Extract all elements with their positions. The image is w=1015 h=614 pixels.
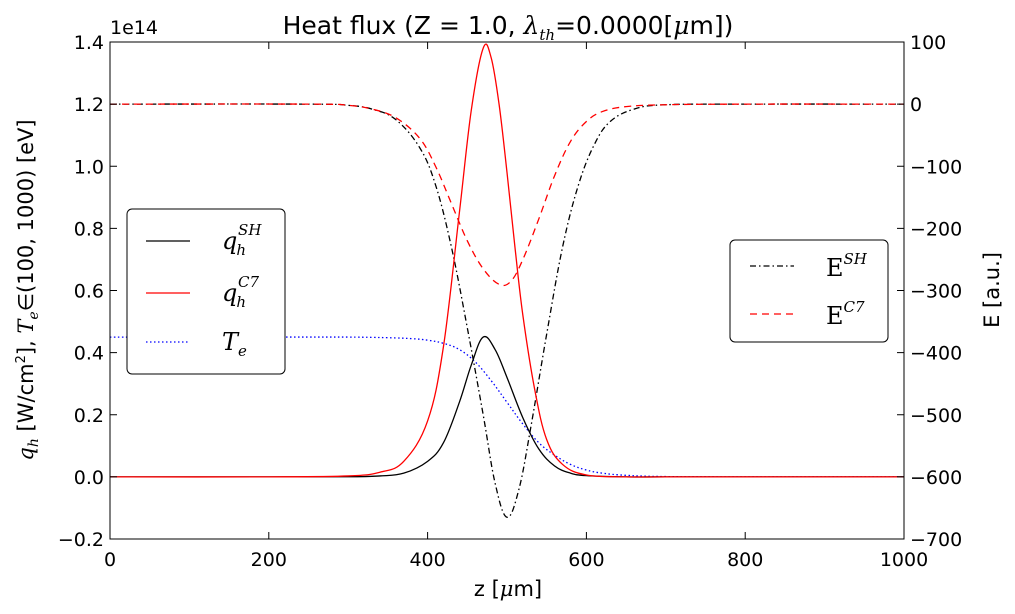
plot-frame — [109, 41, 905, 540]
left-y-tick-label: 0.0 — [74, 467, 104, 489]
left-y-tick-label: 0.6 — [74, 281, 104, 303]
series-layer — [109, 43, 905, 518]
legend-right-label-e-c7: EC7 — [826, 298, 865, 330]
left-y-axis-label: qh [W/cm2], Te∈(100, 1000) [eV] — [14, 119, 42, 460]
left-y-tick-label: 1.4 — [74, 32, 104, 54]
right-y-tick-label: −600 — [910, 467, 962, 489]
right-y-tick-label: −300 — [910, 281, 962, 303]
legend-left: qhSH qhC7 Te — [126, 208, 286, 375]
x-tick-label: 600 — [568, 549, 604, 571]
left-y-tick-label: 1.2 — [74, 94, 104, 116]
x-tick-label: 400 — [409, 549, 445, 571]
left-y-tick-label: 0.8 — [74, 218, 104, 240]
legend-left-box — [126, 208, 286, 375]
legend-right-label-e-sh: ESH — [826, 250, 868, 282]
series-line-e-sh — [109, 103, 905, 518]
legend-left-label-q-sh: qhSH — [222, 221, 262, 259]
series-line-e-c7 — [109, 103, 905, 287]
x-tick-label: 800 — [727, 549, 763, 571]
legend-left-label-q-c7: qhC7 — [222, 273, 260, 311]
x-tick-label: 0 — [104, 549, 116, 571]
ticks-layer: 0 200 400 600 800 1000−0.20.00.20.40.60.81.01… — [58, 32, 962, 571]
left-y-tick-label: 0.2 — [74, 405, 104, 427]
right-y-tick-label: 0 — [910, 94, 922, 116]
legend-right: ESH EC7 — [729, 239, 889, 343]
right-y-axis-label: E [a.u.] — [980, 252, 1004, 328]
legend-left-label-te: Te — [222, 328, 247, 360]
chart-title: Heat flux (Z = 1.0, λth=0.0000[μm]) — [283, 11, 734, 44]
left-y-tick-label: 0.4 — [74, 343, 104, 365]
right-y-tick-label: −200 — [910, 218, 962, 240]
right-y-tick-label: −700 — [910, 529, 962, 551]
x-tick-label: 1000 — [880, 549, 928, 571]
left-axis-offset-text: 1e14 — [110, 17, 158, 39]
x-tick-label: 200 — [251, 549, 287, 571]
right-y-tick-label: −400 — [910, 343, 962, 365]
right-y-tick-label: 100 — [910, 32, 946, 54]
x-axis-label: z [μm] — [474, 577, 542, 601]
right-y-tick-label: −500 — [910, 405, 962, 427]
right-y-tick-label: −100 — [910, 156, 962, 178]
left-y-tick-label: −0.2 — [58, 529, 104, 551]
left-y-tick-label: 1.0 — [74, 156, 104, 178]
series-line-q-h-c7 — [109, 43, 904, 478]
